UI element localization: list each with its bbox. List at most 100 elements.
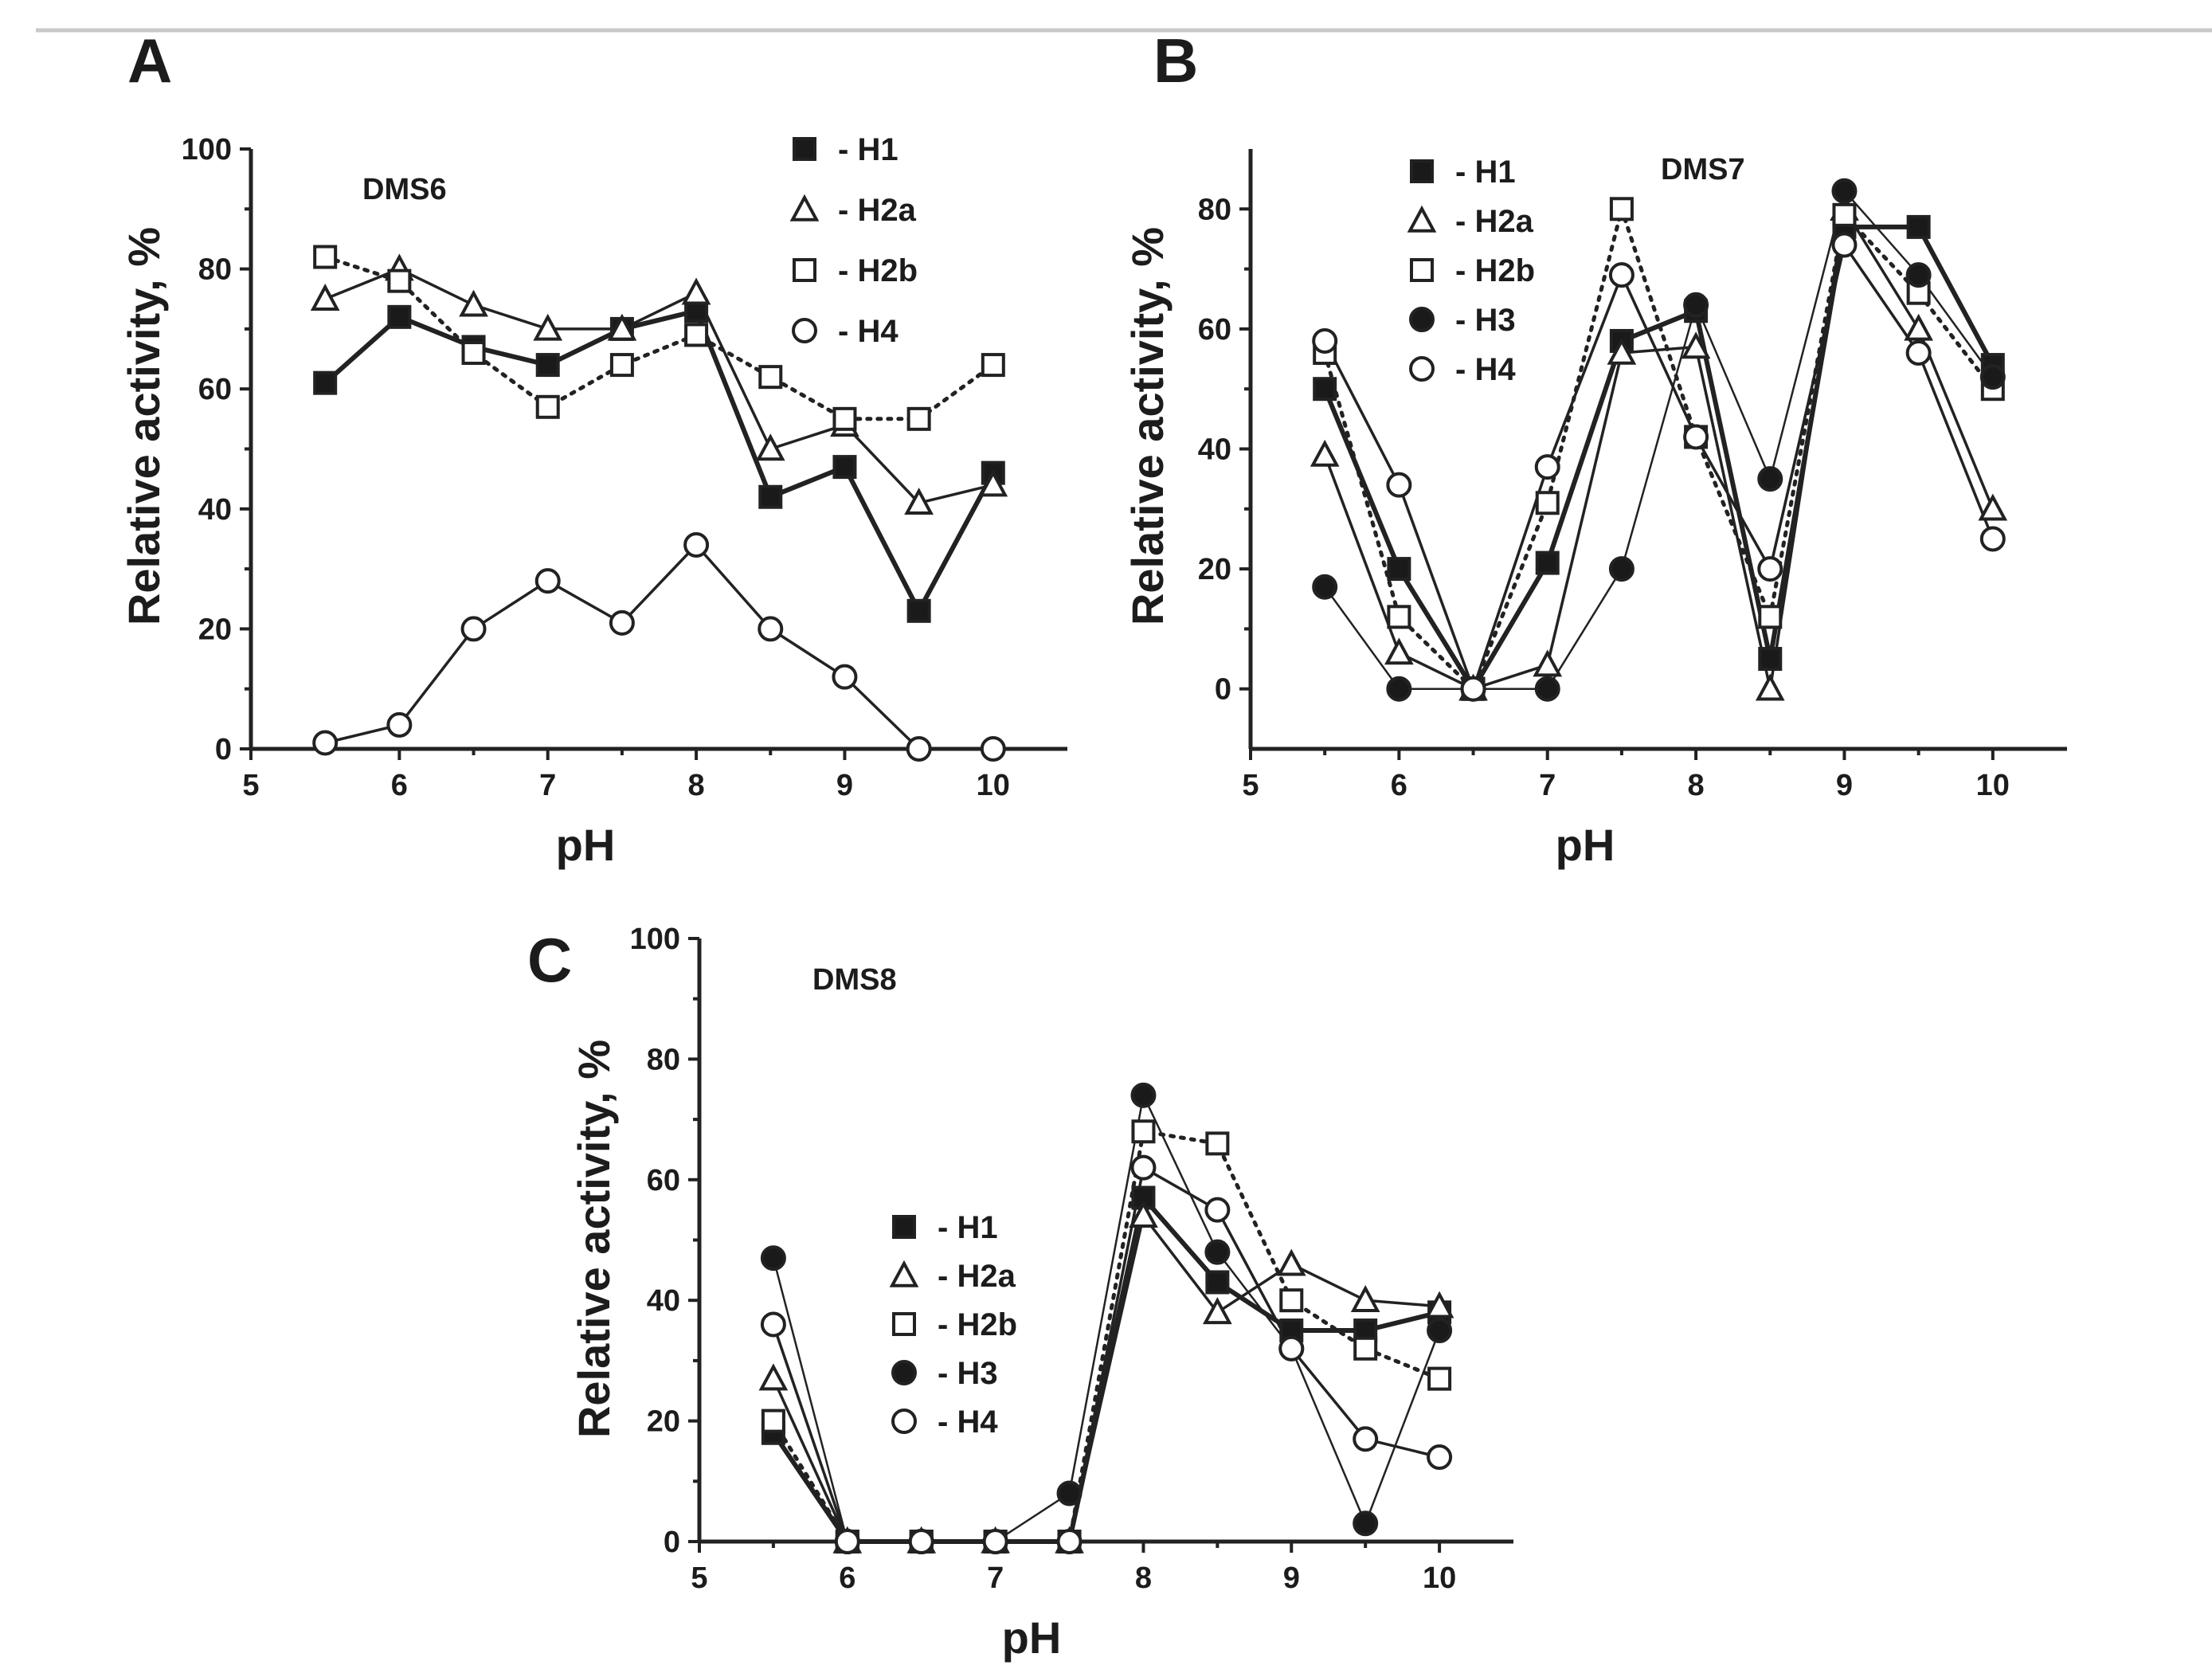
x-tick-label-b-7: 7 bbox=[1539, 769, 1556, 802]
x-tick-label-b-8: 8 bbox=[1688, 769, 1705, 802]
data-point-b-h2b bbox=[1758, 605, 1783, 629]
data-point-b-h3 bbox=[1979, 364, 2006, 390]
panel-letter-a: A bbox=[127, 25, 172, 96]
data-point-c-h3 bbox=[1130, 1082, 1157, 1108]
y-tick-label-b-0: 0 bbox=[1215, 673, 1231, 707]
legend-marker-b-h3 bbox=[1409, 307, 1435, 332]
x-tick-label-c-10: 10 bbox=[1423, 1561, 1456, 1595]
data-point-a-h2b bbox=[461, 341, 486, 366]
legend-name-b-h4: H4 bbox=[1474, 352, 1516, 387]
data-point-b-h3 bbox=[1905, 262, 1932, 288]
chart-title-b: DMS7 bbox=[1661, 153, 1745, 186]
series-line-b-h4 bbox=[1323, 241, 1995, 694]
data-point-b-h2a bbox=[1904, 313, 1933, 341]
legend-dash-b: - bbox=[1455, 352, 1474, 387]
panel-c: C DMS8 Relative activity, % pH 5 6 7 8 9 1002… bbox=[527, 923, 1513, 1663]
legend-dash-a: - bbox=[838, 193, 857, 228]
x-tick-label-a-6: 6 bbox=[391, 769, 408, 802]
legend-marker-b-h2b bbox=[1410, 258, 1434, 282]
data-point-c-h3 bbox=[1204, 1239, 1231, 1265]
legend-c: - H1- H2a- H2b- H3- H4 bbox=[889, 1210, 1017, 1440]
data-point-a-h4 bbox=[906, 736, 932, 762]
data-point-c-h2a bbox=[758, 1363, 789, 1391]
data-point-c-h2b bbox=[1131, 1119, 1156, 1144]
data-point-c-h2b bbox=[1353, 1336, 1378, 1361]
legend-dash-a: - bbox=[838, 314, 857, 349]
data-point-a-h1 bbox=[313, 370, 338, 395]
legend-dash-b: - bbox=[1455, 204, 1474, 239]
data-point-a-h2b bbox=[832, 406, 857, 431]
x-tick-label-c-9: 9 bbox=[1283, 1561, 1300, 1595]
data-point-a-h2b bbox=[684, 323, 709, 347]
data-point-b-h3 bbox=[1757, 466, 1783, 492]
x-tick-label-c-6: 6 bbox=[839, 1561, 855, 1595]
y-tick-label-c-100: 100 bbox=[630, 923, 680, 956]
data-point-a-h1 bbox=[906, 598, 931, 623]
x-tick-label-b-9: 9 bbox=[1836, 769, 1853, 802]
y-tick-label-c-40: 40 bbox=[647, 1284, 680, 1318]
x-axis-title-c: pH bbox=[1002, 1612, 1062, 1663]
chart-title-a: DMS6 bbox=[362, 173, 447, 206]
data-point-c-h1 bbox=[1205, 1270, 1230, 1295]
data-point-b-h1 bbox=[1387, 557, 1411, 582]
data-point-b-h4 bbox=[1608, 262, 1635, 288]
legend-a: - H1- H2a- H2b- H4 bbox=[789, 132, 918, 349]
series-line-c-h2a bbox=[772, 1213, 1440, 1543]
data-point-c-h3 bbox=[760, 1245, 786, 1271]
x-tick-label-a-9: 9 bbox=[836, 769, 853, 802]
data-point-a-h4 bbox=[534, 568, 561, 594]
legend-name-c-h2b: H2b bbox=[957, 1307, 1017, 1342]
series-line-a-h4 bbox=[324, 543, 993, 750]
data-point-b-h4 bbox=[1683, 424, 1709, 450]
data-point-b-h2b bbox=[1535, 491, 1560, 515]
x-tick-label-a-5: 5 bbox=[242, 769, 259, 802]
data-point-b-h1 bbox=[1535, 551, 1560, 575]
data-point-a-h2b bbox=[906, 406, 931, 431]
data-point-b-h2a bbox=[1310, 439, 1340, 467]
legend-name-c-h4: H4 bbox=[957, 1405, 998, 1440]
y-tick-label-a-100: 100 bbox=[182, 133, 232, 167]
data-point-c-h2a bbox=[1350, 1284, 1380, 1312]
series-line-c-h2b bbox=[771, 1129, 1442, 1544]
x-axis-title-b: pH bbox=[1556, 820, 1615, 870]
x-tick-label-b-10: 10 bbox=[1976, 769, 2010, 802]
data-point-c-h4 bbox=[982, 1529, 1008, 1554]
y-tick-label-b-20: 20 bbox=[1198, 553, 1231, 586]
legend-dash-c: - bbox=[938, 1356, 957, 1391]
data-point-c-h2b bbox=[1427, 1366, 1452, 1391]
data-point-a-h2a bbox=[607, 313, 637, 341]
data-point-b-h4 bbox=[1979, 526, 2006, 552]
data-point-b-h4 bbox=[1460, 676, 1486, 702]
data-point-a-h2a bbox=[459, 289, 488, 317]
legend-name-c-h1: H1 bbox=[957, 1210, 997, 1245]
legend-label-b-h1: - H1 bbox=[1455, 155, 1516, 190]
data-point-a-h2b bbox=[981, 353, 1005, 378]
data-point-b-h4 bbox=[1905, 340, 1932, 366]
plot-area-c bbox=[758, 1082, 1454, 1554]
series-line-a-h2a bbox=[324, 267, 994, 505]
data-point-a-h2a bbox=[533, 313, 563, 341]
data-point-a-h2a bbox=[755, 433, 785, 461]
data-point-b-h3 bbox=[1386, 676, 1412, 702]
panel-b: B DMS7 Relative activity, % pH 5 6 7 8 9 10 0 2… bbox=[1122, 25, 2067, 870]
data-point-b-h3 bbox=[1683, 292, 1709, 318]
data-point-b-h1 bbox=[1906, 214, 1931, 239]
legend-label-b-h2a: - H2a bbox=[1455, 204, 1534, 239]
data-point-c-h2a bbox=[1276, 1248, 1306, 1276]
data-point-a-h2a bbox=[310, 284, 340, 311]
legend-name-a-h2a: H2a bbox=[857, 193, 916, 228]
legend-name-c-h3: H3 bbox=[957, 1356, 997, 1391]
data-point-b-h2b bbox=[1906, 280, 1931, 305]
legend-dash-b: - bbox=[1455, 303, 1474, 338]
legend-label-b-h2b: - H2b bbox=[1455, 253, 1535, 288]
y-tick-label-c-80: 80 bbox=[647, 1043, 680, 1076]
data-point-b-h1 bbox=[1758, 647, 1783, 672]
y-tick-label-a-0: 0 bbox=[215, 733, 232, 766]
legend-marker-a-h4 bbox=[792, 318, 817, 343]
data-point-c-h4 bbox=[1278, 1335, 1305, 1362]
data-point-c-h4 bbox=[1130, 1154, 1157, 1181]
y-tick-label-b-60: 60 bbox=[1198, 313, 1231, 347]
x-tick-label-c-7: 7 bbox=[987, 1561, 1004, 1595]
series-line-b-h2b bbox=[1322, 202, 1995, 693]
